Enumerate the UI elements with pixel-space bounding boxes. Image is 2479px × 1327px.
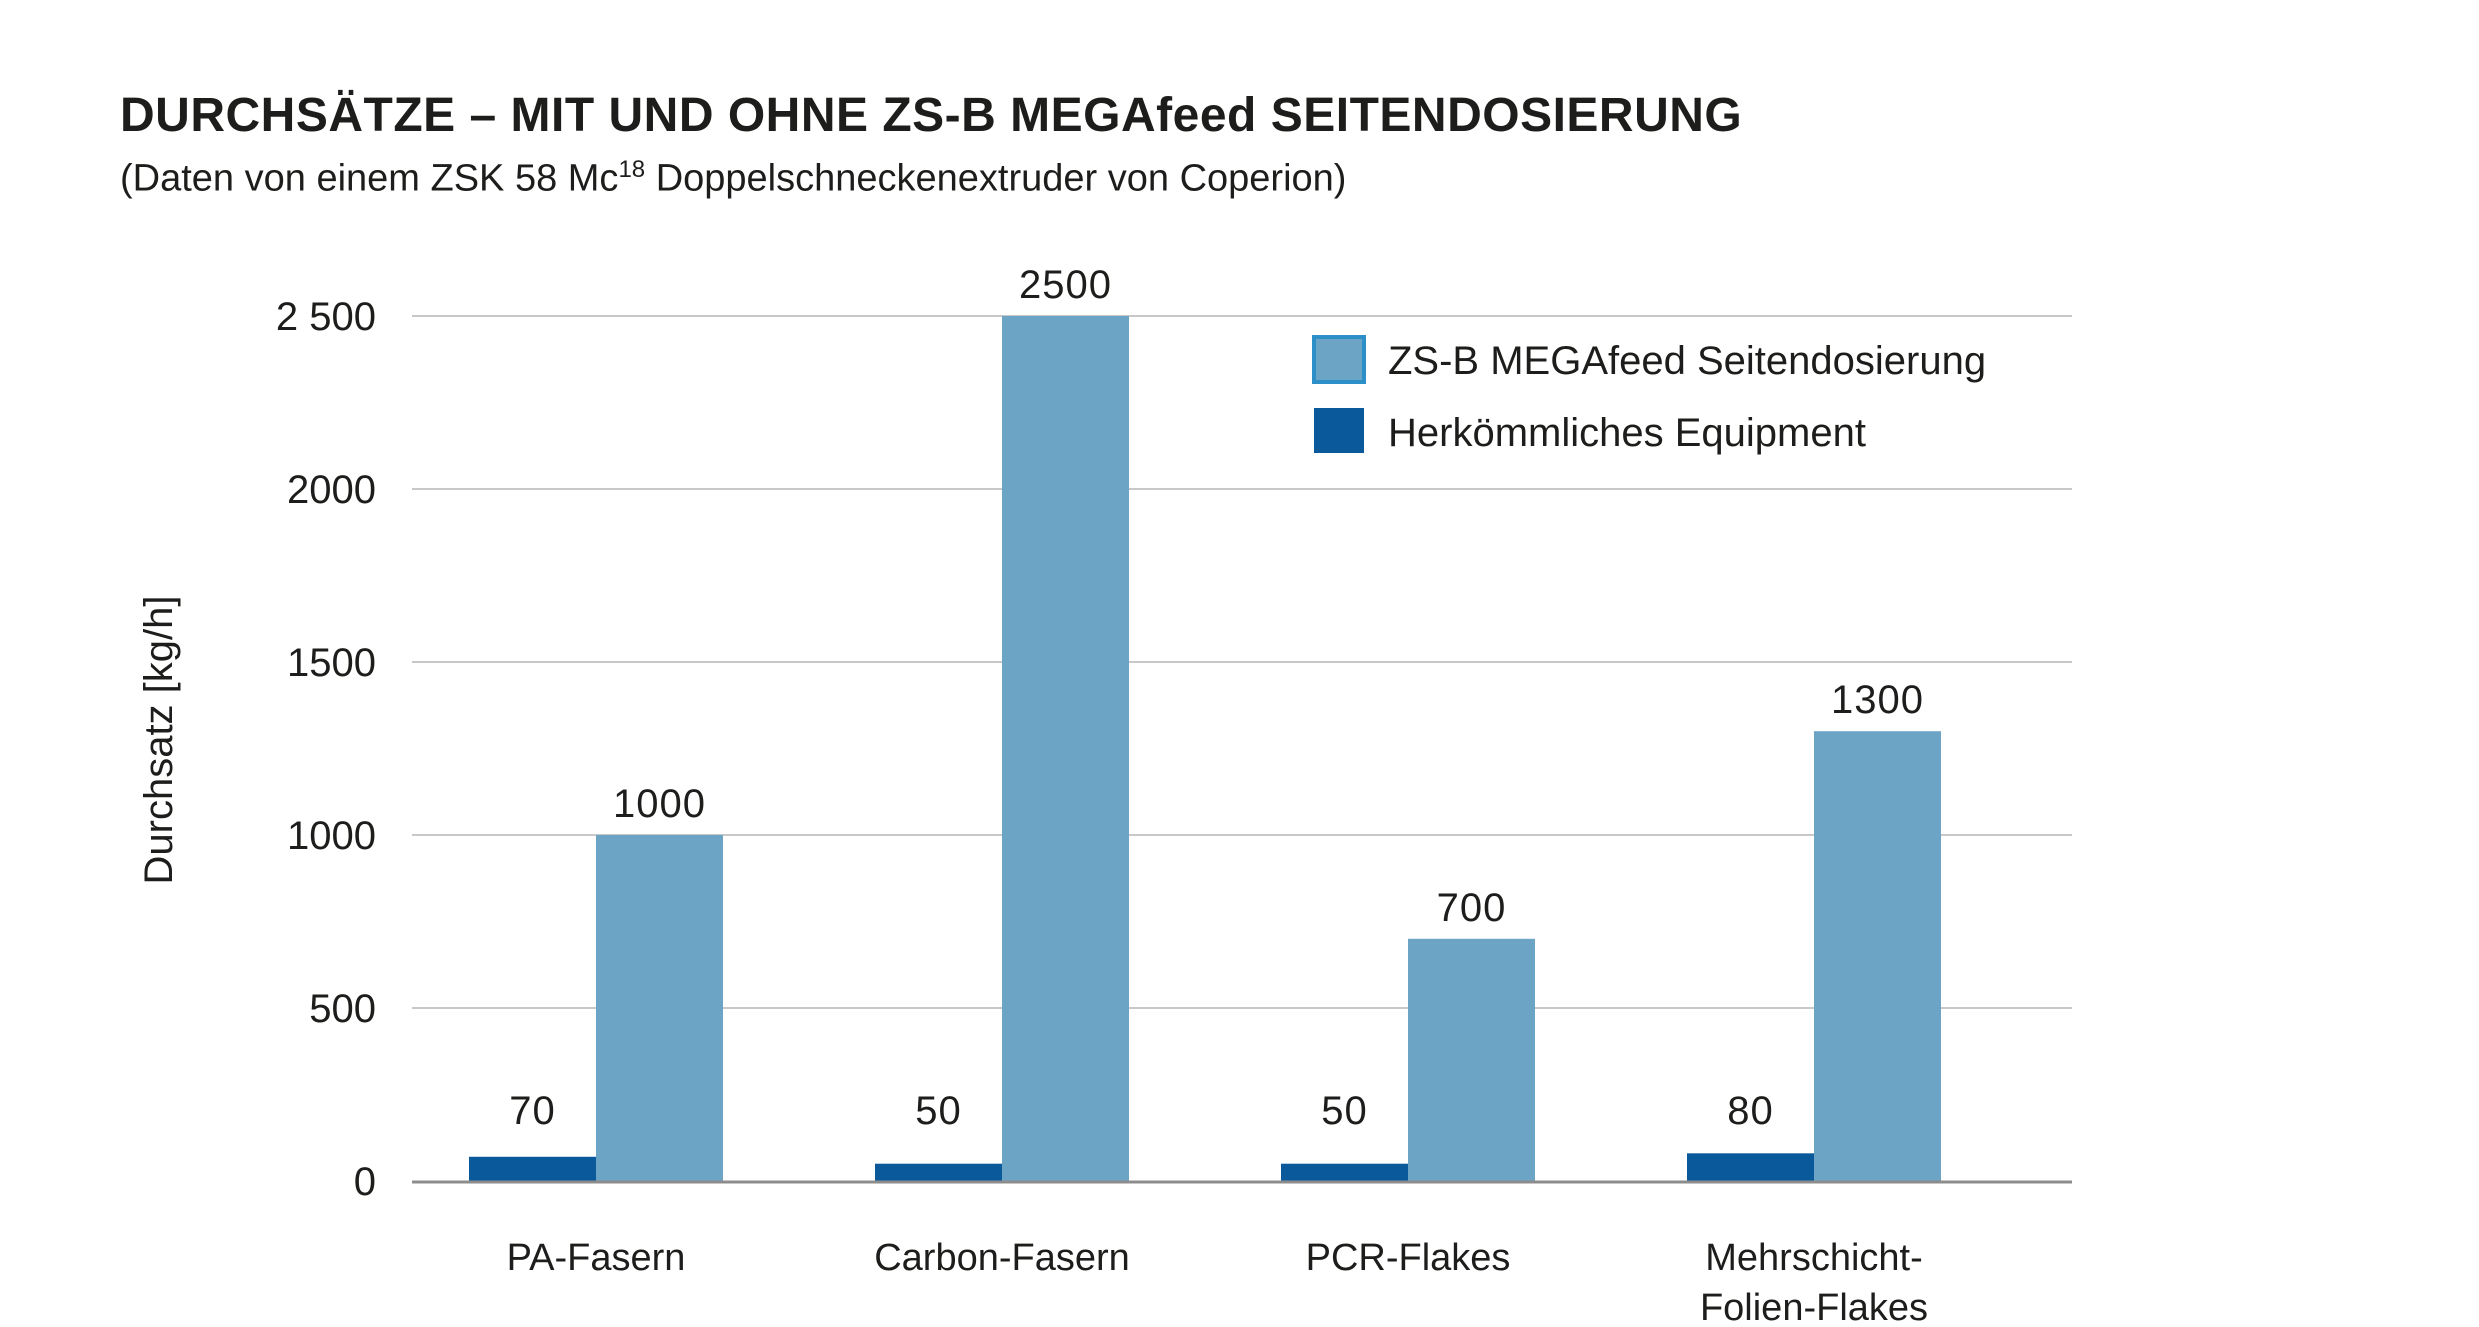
legend-label-conventional: Herkömmliches Equipment [1388,411,1866,455]
bar-conventional [875,1163,1002,1181]
data-label: 70 [509,1089,556,1133]
bars [469,316,1941,1181]
bar-megafeed [1002,316,1129,1181]
data-label: 50 [1321,1089,1368,1133]
x-tick-label: Folien-Flakes [1700,1287,1928,1327]
data-label: 1000 [613,782,706,826]
data-label: 2500 [1019,263,1112,307]
y-tick-label: 2 500 [276,295,376,339]
data-labels: 70 50 50 80 1000 2500 700 1300 [509,263,1924,1133]
y-tick-label: 1500 [287,641,376,685]
bar-conventional [469,1156,596,1181]
bar-megafeed [596,835,723,1181]
data-label: 1300 [1831,678,1924,722]
y-tick-label: 1000 [287,814,376,858]
y-tick-label: 2000 [287,468,376,512]
data-label: 80 [1727,1089,1774,1133]
chart-title: DURCHSÄTZE – MIT UND OHNE ZS-B MEGAfeed … [120,89,1743,142]
x-axis-ticks: PA-Fasern Carbon-Fasern PCR-Flakes Mehrschi… [507,1237,1928,1327]
y-axis-ticks: 0 500 1000 1500 2000 2 500 [276,295,376,1204]
subtitle-suffix: Doppelschneckenextruder von Coperion) [645,157,1347,200]
x-tick-label: Carbon-Fasern [874,1237,1130,1279]
data-label: 700 [1437,886,1507,930]
bar-megafeed [1814,731,1941,1181]
x-tick-label: Mehrschicht- [1705,1237,1923,1279]
bar-megafeed [1408,938,1535,1181]
bar-conventional [1281,1163,1408,1181]
chart-subtitle: (Daten von einem ZSK 58 Mc18 Doppelschne… [120,156,1346,201]
legend-swatch-megafeed [1312,335,1366,384]
subtitle-superscript: 18 [618,156,646,183]
y-tick-label: 500 [309,987,376,1031]
x-tick-label: PCR-Flakes [1306,1237,1511,1279]
subtitle-prefix: (Daten von einem ZSK 58 Mc [120,157,619,200]
data-label: 50 [915,1089,962,1133]
bar-conventional [1687,1153,1814,1181]
y-tick-label: 0 [354,1160,376,1204]
legend-label-megafeed: ZS-B MEGAfeed Seitendosierung [1388,339,1986,383]
legend-swatch-conventional [1314,408,1364,453]
legend: ZS-B MEGAfeed Seitendosierung Herkömmlic… [1312,335,1986,455]
y-axis-label: Durchsatz [kg/h] [137,595,181,884]
x-tick-label: PA-Fasern [507,1237,686,1279]
